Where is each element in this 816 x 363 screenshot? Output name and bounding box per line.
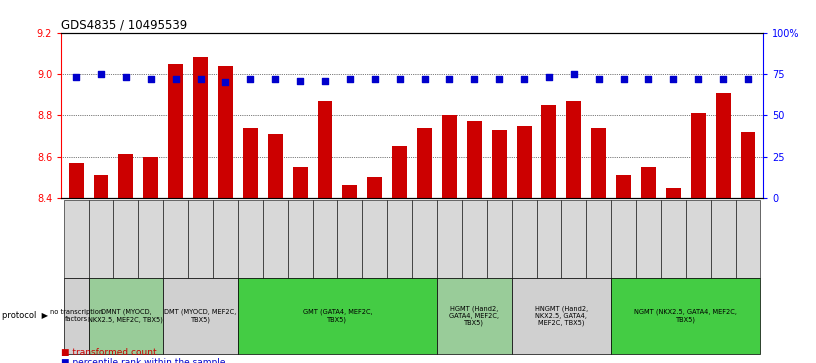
Bar <box>492 130 507 198</box>
Bar <box>94 175 109 198</box>
Bar <box>716 93 730 198</box>
Bar <box>417 128 432 198</box>
Text: HNGMT (Hand2,
NKX2.5, GATA4,
MEF2C, TBX5): HNGMT (Hand2, NKX2.5, GATA4, MEF2C, TBX5… <box>534 305 588 326</box>
Text: no transcription
factors: no transcription factors <box>50 309 103 322</box>
Bar <box>616 175 631 198</box>
Point <box>144 76 157 82</box>
Bar <box>193 57 208 198</box>
Point <box>318 78 331 83</box>
Bar <box>144 156 158 198</box>
Point <box>418 76 431 82</box>
Point <box>567 71 580 77</box>
Point <box>716 76 730 82</box>
Text: GMT (GATA4, MEF2C,
TBX5): GMT (GATA4, MEF2C, TBX5) <box>303 309 372 323</box>
Text: GDS4835 / 10495539: GDS4835 / 10495539 <box>61 19 188 32</box>
Bar <box>218 66 233 198</box>
Point <box>543 74 556 80</box>
Bar <box>517 126 531 198</box>
Text: HGMT (Hand2,
GATA4, MEF2C,
TBX5): HGMT (Hand2, GATA4, MEF2C, TBX5) <box>450 305 499 326</box>
Point <box>294 78 307 83</box>
Bar <box>442 115 457 198</box>
Point <box>119 74 132 80</box>
Point <box>742 76 755 82</box>
Point <box>368 76 381 82</box>
Bar <box>542 105 557 198</box>
Bar <box>118 155 133 198</box>
Point <box>468 76 481 82</box>
Point <box>268 76 282 82</box>
Bar <box>293 167 308 198</box>
Point <box>69 74 82 80</box>
Bar <box>691 113 706 198</box>
Text: ■ percentile rank within the sample: ■ percentile rank within the sample <box>61 358 226 363</box>
Text: DMT (MYOCD, MEF2C,
TBX5): DMT (MYOCD, MEF2C, TBX5) <box>165 309 237 323</box>
Bar <box>243 128 258 198</box>
Text: ■ transformed count: ■ transformed count <box>61 348 157 357</box>
Point <box>169 76 182 82</box>
Bar <box>566 101 581 198</box>
Point <box>493 76 506 82</box>
Point <box>692 76 705 82</box>
Bar <box>367 177 382 198</box>
Bar <box>666 188 681 198</box>
Bar <box>741 132 756 198</box>
Point <box>194 76 207 82</box>
Bar <box>467 122 481 198</box>
Bar <box>268 134 282 198</box>
Point <box>443 76 456 82</box>
Bar <box>168 64 183 198</box>
Point <box>393 76 406 82</box>
Bar <box>392 146 407 198</box>
Text: NGMT (NKX2.5, GATA4, MEF2C,
TBX5): NGMT (NKX2.5, GATA4, MEF2C, TBX5) <box>634 309 737 323</box>
Text: DMNT (MYOCD,
NKX2.5, MEF2C, TBX5): DMNT (MYOCD, NKX2.5, MEF2C, TBX5) <box>88 309 163 323</box>
Bar <box>343 185 357 198</box>
Bar <box>592 128 606 198</box>
Bar <box>69 163 83 198</box>
Point <box>219 79 232 85</box>
Bar <box>641 167 656 198</box>
Text: protocol  ▶: protocol ▶ <box>2 311 48 320</box>
Point <box>642 76 655 82</box>
Point <box>344 76 357 82</box>
Point <box>244 76 257 82</box>
Point <box>95 71 108 77</box>
Point <box>667 76 680 82</box>
Point <box>617 76 630 82</box>
Point <box>592 76 605 82</box>
Point <box>517 76 530 82</box>
Bar <box>317 101 332 198</box>
